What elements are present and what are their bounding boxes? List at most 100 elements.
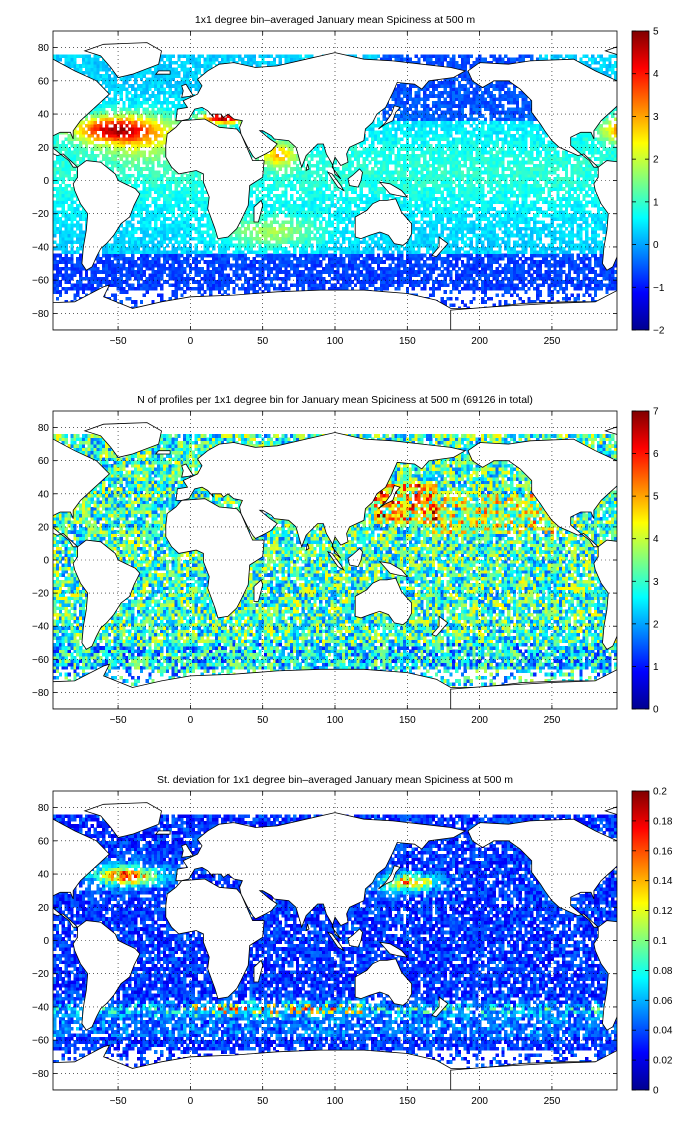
landmass [305,543,310,551]
landmass [347,168,363,188]
y-tick-label: 0 [43,936,49,947]
landmass [676,451,691,454]
x-tick-label: 150 [399,336,416,347]
x-tick-label: 150 [399,1096,416,1107]
colorbar-gradient [631,30,650,331]
colorbar-gradient [631,410,650,710]
landmass [378,485,401,510]
colorbar-tick-label: 4 [653,534,659,545]
chart-title: N of profiles per 1x1 degree bin for Jan… [137,394,533,406]
landmass [347,547,363,568]
landmass [181,843,194,858]
y-tick-label: 40 [38,110,50,121]
landmass [165,118,265,240]
chart-title: 1x1 degree bin–averaged January mean Spi… [195,14,475,26]
chart-panel-3: St. deviation for 1x1 degree bin–average… [32,774,696,1107]
landmass [686,879,696,999]
landmass [253,579,264,602]
landmass [347,928,363,948]
chart-panel-2: N of profiles per 1x1 degree bin for Jan… [32,394,696,726]
landmass [165,498,265,619]
colorbar-tick-label: 5 [653,492,659,503]
x-tick-label: 150 [399,715,416,726]
y-tick-label: 0 [43,176,49,187]
x-tick-label: 50 [257,715,269,726]
landmass [467,58,617,168]
landmass [181,463,194,478]
colorbar: 0.2 0.18 0.16 0.14 0.12 0.1 0.08 0.06 0.04 0.02 0 [631,787,673,1097]
landmass [354,958,413,1006]
colorbar-tick-label: 0 [653,705,659,716]
landmass [53,818,110,928]
colorbar-tick-label: 2 [653,155,659,166]
landmass [72,920,141,1031]
landmass [83,422,162,458]
y-tick-label: 40 [38,870,50,881]
x-tick-label: 250 [544,1096,561,1107]
landmass [450,669,617,709]
colorbar-tick-label: −1 [653,283,665,294]
x-tick-label: 50 [257,1096,269,1107]
landmass [154,450,171,455]
x-tick-label: −50 [110,336,127,347]
landmass [467,438,617,548]
landmass [467,818,617,928]
y-tick-label: −60 [32,276,49,287]
landmass [604,806,617,815]
y-tick-label: 20 [38,143,50,154]
colorbar-tick-label: −2 [653,326,665,337]
landmass [83,802,162,838]
landmass [175,52,467,180]
grid [53,411,617,709]
landmass [175,432,467,559]
x-tick-label: 250 [544,715,561,726]
x-tick-label: −50 [110,1096,127,1107]
colorbar-tick-label: 0.16 [653,846,673,857]
landmass [83,42,162,78]
landmass [378,181,409,198]
land-masses [53,42,617,330]
landmass [72,160,141,271]
y-tick-label: 60 [38,836,50,847]
x-tick-label: 0 [188,715,194,726]
y-tick-label: 60 [38,76,50,87]
x-tick-label: 0 [188,1096,194,1107]
colorbar-tick-label: 1 [653,662,659,673]
y-tick-label: 20 [38,903,50,914]
x-tick-label: −50 [110,715,127,726]
landmass [305,923,310,932]
landmass [676,831,691,834]
colorbar-tick-label: 0 [653,1086,659,1097]
y-tick-label: 80 [38,43,50,54]
land-masses [53,422,696,709]
landmass [154,830,171,835]
landmass [165,878,265,1000]
landmass [354,577,413,626]
land-masses [53,802,696,1090]
y-tick-label: −40 [32,242,49,253]
y-tick-label: −60 [32,1036,49,1047]
landmass [593,920,617,1031]
colorbar-tick-label: 0.04 [653,1026,673,1037]
x-tick-label: 200 [471,1096,488,1107]
y-tick-label: 80 [38,423,50,434]
colorbar-tick-label: 3 [653,112,659,123]
landmass [686,499,696,618]
y-tick-label: −20 [32,969,49,980]
landmass [53,58,110,168]
colorbar-tick-label: 0.2 [653,787,667,798]
chart-panel-1: 1x1 degree bin–averaged January mean Spi… [32,14,665,347]
landmass [604,426,617,435]
landmass [593,539,617,650]
y-tick-label: 80 [38,803,50,814]
y-tick-label: 0 [43,556,49,567]
x-tick-label: 100 [327,336,344,347]
colorbar-tick-label: 0 [653,240,659,251]
landmass [378,561,409,578]
colorbar-tick-label: 7 [653,407,659,418]
x-tick-label: 50 [257,336,269,347]
landmass [431,615,449,637]
landmass [378,941,409,958]
x-tick-label: 0 [188,336,194,347]
